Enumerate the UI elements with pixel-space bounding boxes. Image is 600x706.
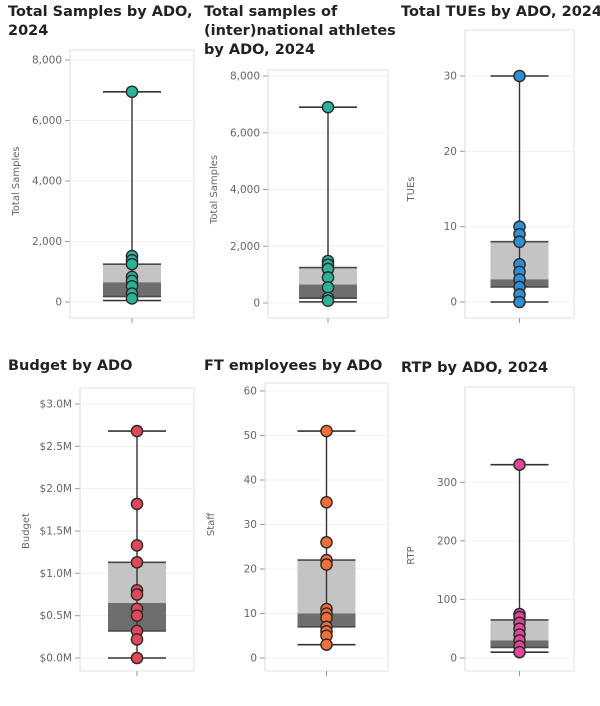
data-point xyxy=(513,235,526,249)
y-tick-label: 20 xyxy=(444,146,457,158)
y-tick-label: 0 xyxy=(450,653,457,665)
y-tick-label: $0.0M xyxy=(40,653,72,665)
data-point xyxy=(513,458,526,472)
chart-panel-4: Budget by ADO $0.0M $0.5M $1.0M $1.5M $2.0M $2… xyxy=(8,358,195,676)
y-tick-label: 0 xyxy=(250,653,257,665)
y-tick-label: $1.5M xyxy=(40,526,72,538)
chart-panel-6: RTP by ADO, 2024 0 100 200 300 RTP xyxy=(401,360,575,676)
y-tick-label: 2,000 xyxy=(32,236,62,248)
y-tick-label: 30 xyxy=(244,519,257,531)
chart-title-line: Budget by ADO xyxy=(8,358,132,374)
y-axis-title: RTP xyxy=(406,546,417,564)
y-tick-label: 300 xyxy=(437,477,457,489)
y-tick-label: 30 xyxy=(444,71,457,83)
chart-title-line: Total Samples by ADO, xyxy=(8,4,193,20)
y-tick-label: 200 xyxy=(437,535,457,547)
y-axis-title: Budget xyxy=(21,513,32,549)
y-tick-label: $3.0M xyxy=(40,399,72,411)
y-tick-label: 0 xyxy=(55,297,62,309)
data-point xyxy=(513,69,526,83)
data-point xyxy=(320,495,333,509)
data-point xyxy=(130,424,144,438)
data-point xyxy=(130,588,144,601)
data-point xyxy=(321,100,335,114)
y-tick-label: 100 xyxy=(437,594,457,606)
y-tick-label: 60 xyxy=(244,386,257,398)
y-tick-label: $1.0M xyxy=(40,568,72,580)
y-axis-title: Staff xyxy=(206,512,217,536)
data-point xyxy=(125,85,139,99)
chart-title-line: (inter)national athletes xyxy=(204,23,396,39)
y-tick-label: 50 xyxy=(244,430,257,442)
chart-panel-5: FT employees by ADO 0 10 20 30 40 50 60 Staff xyxy=(204,358,389,676)
y-tick-label: 20 xyxy=(244,564,257,576)
data-point xyxy=(320,424,333,438)
chart-title-line: Total TUEs by ADO, 2024 xyxy=(401,4,600,20)
data-point xyxy=(125,257,139,271)
data-point xyxy=(320,536,333,549)
data-point xyxy=(320,638,333,651)
y-axis-title: Total Samples xyxy=(11,146,22,216)
y-tick-label: $2.5M xyxy=(40,441,72,453)
chart-panel-3: Total TUEs by ADO, 2024 0 10 20 30 TUEs xyxy=(401,4,600,323)
data-point xyxy=(130,609,144,622)
y-tick-label: 8,000 xyxy=(230,71,260,83)
data-point xyxy=(130,633,144,646)
y-tick-label: 0 xyxy=(253,298,260,310)
data-point xyxy=(130,497,144,511)
chart-panel-1: Total Samples by ADO, 2024 0 2,000 4,000 6,00… xyxy=(8,4,195,323)
y-tick-label: 10 xyxy=(444,221,457,233)
y-axis-title: Total Samples xyxy=(209,155,220,225)
y-tick-label: 8,000 xyxy=(32,55,62,67)
y-tick-label: 40 xyxy=(244,475,257,487)
chart-panel-2: Total samples of (inter)national athletes… xyxy=(204,4,396,323)
chart-title-line: RTP by ADO, 2024 xyxy=(401,360,548,376)
y-tick-label: 4,000 xyxy=(32,176,62,188)
y-tick-label: 4,000 xyxy=(230,184,260,196)
data-point xyxy=(321,294,335,308)
chart-title-line: by ADO, 2024 xyxy=(204,42,315,58)
data-point xyxy=(320,558,333,571)
y-tick-label: 6,000 xyxy=(32,115,62,127)
data-point xyxy=(513,645,526,659)
data-point xyxy=(130,556,144,569)
y-tick-label: $2.0M xyxy=(40,483,72,495)
y-tick-label: 10 xyxy=(244,608,257,620)
data-point xyxy=(321,281,335,294)
chart-title-line: FT employees by ADO xyxy=(204,358,382,374)
data-point xyxy=(130,539,144,552)
data-point xyxy=(125,292,139,305)
y-tick-label: 2,000 xyxy=(230,241,260,253)
data-point xyxy=(513,295,526,309)
data-point xyxy=(130,651,144,665)
y-tick-label: 6,000 xyxy=(230,127,260,139)
chart-title-line: 2024 xyxy=(8,23,48,39)
y-tick-label: $0.5M xyxy=(40,610,72,622)
y-tick-label: 0 xyxy=(450,297,457,309)
chart-title-line: Total samples of xyxy=(204,4,338,20)
y-axis-title: TUEs xyxy=(406,177,417,203)
